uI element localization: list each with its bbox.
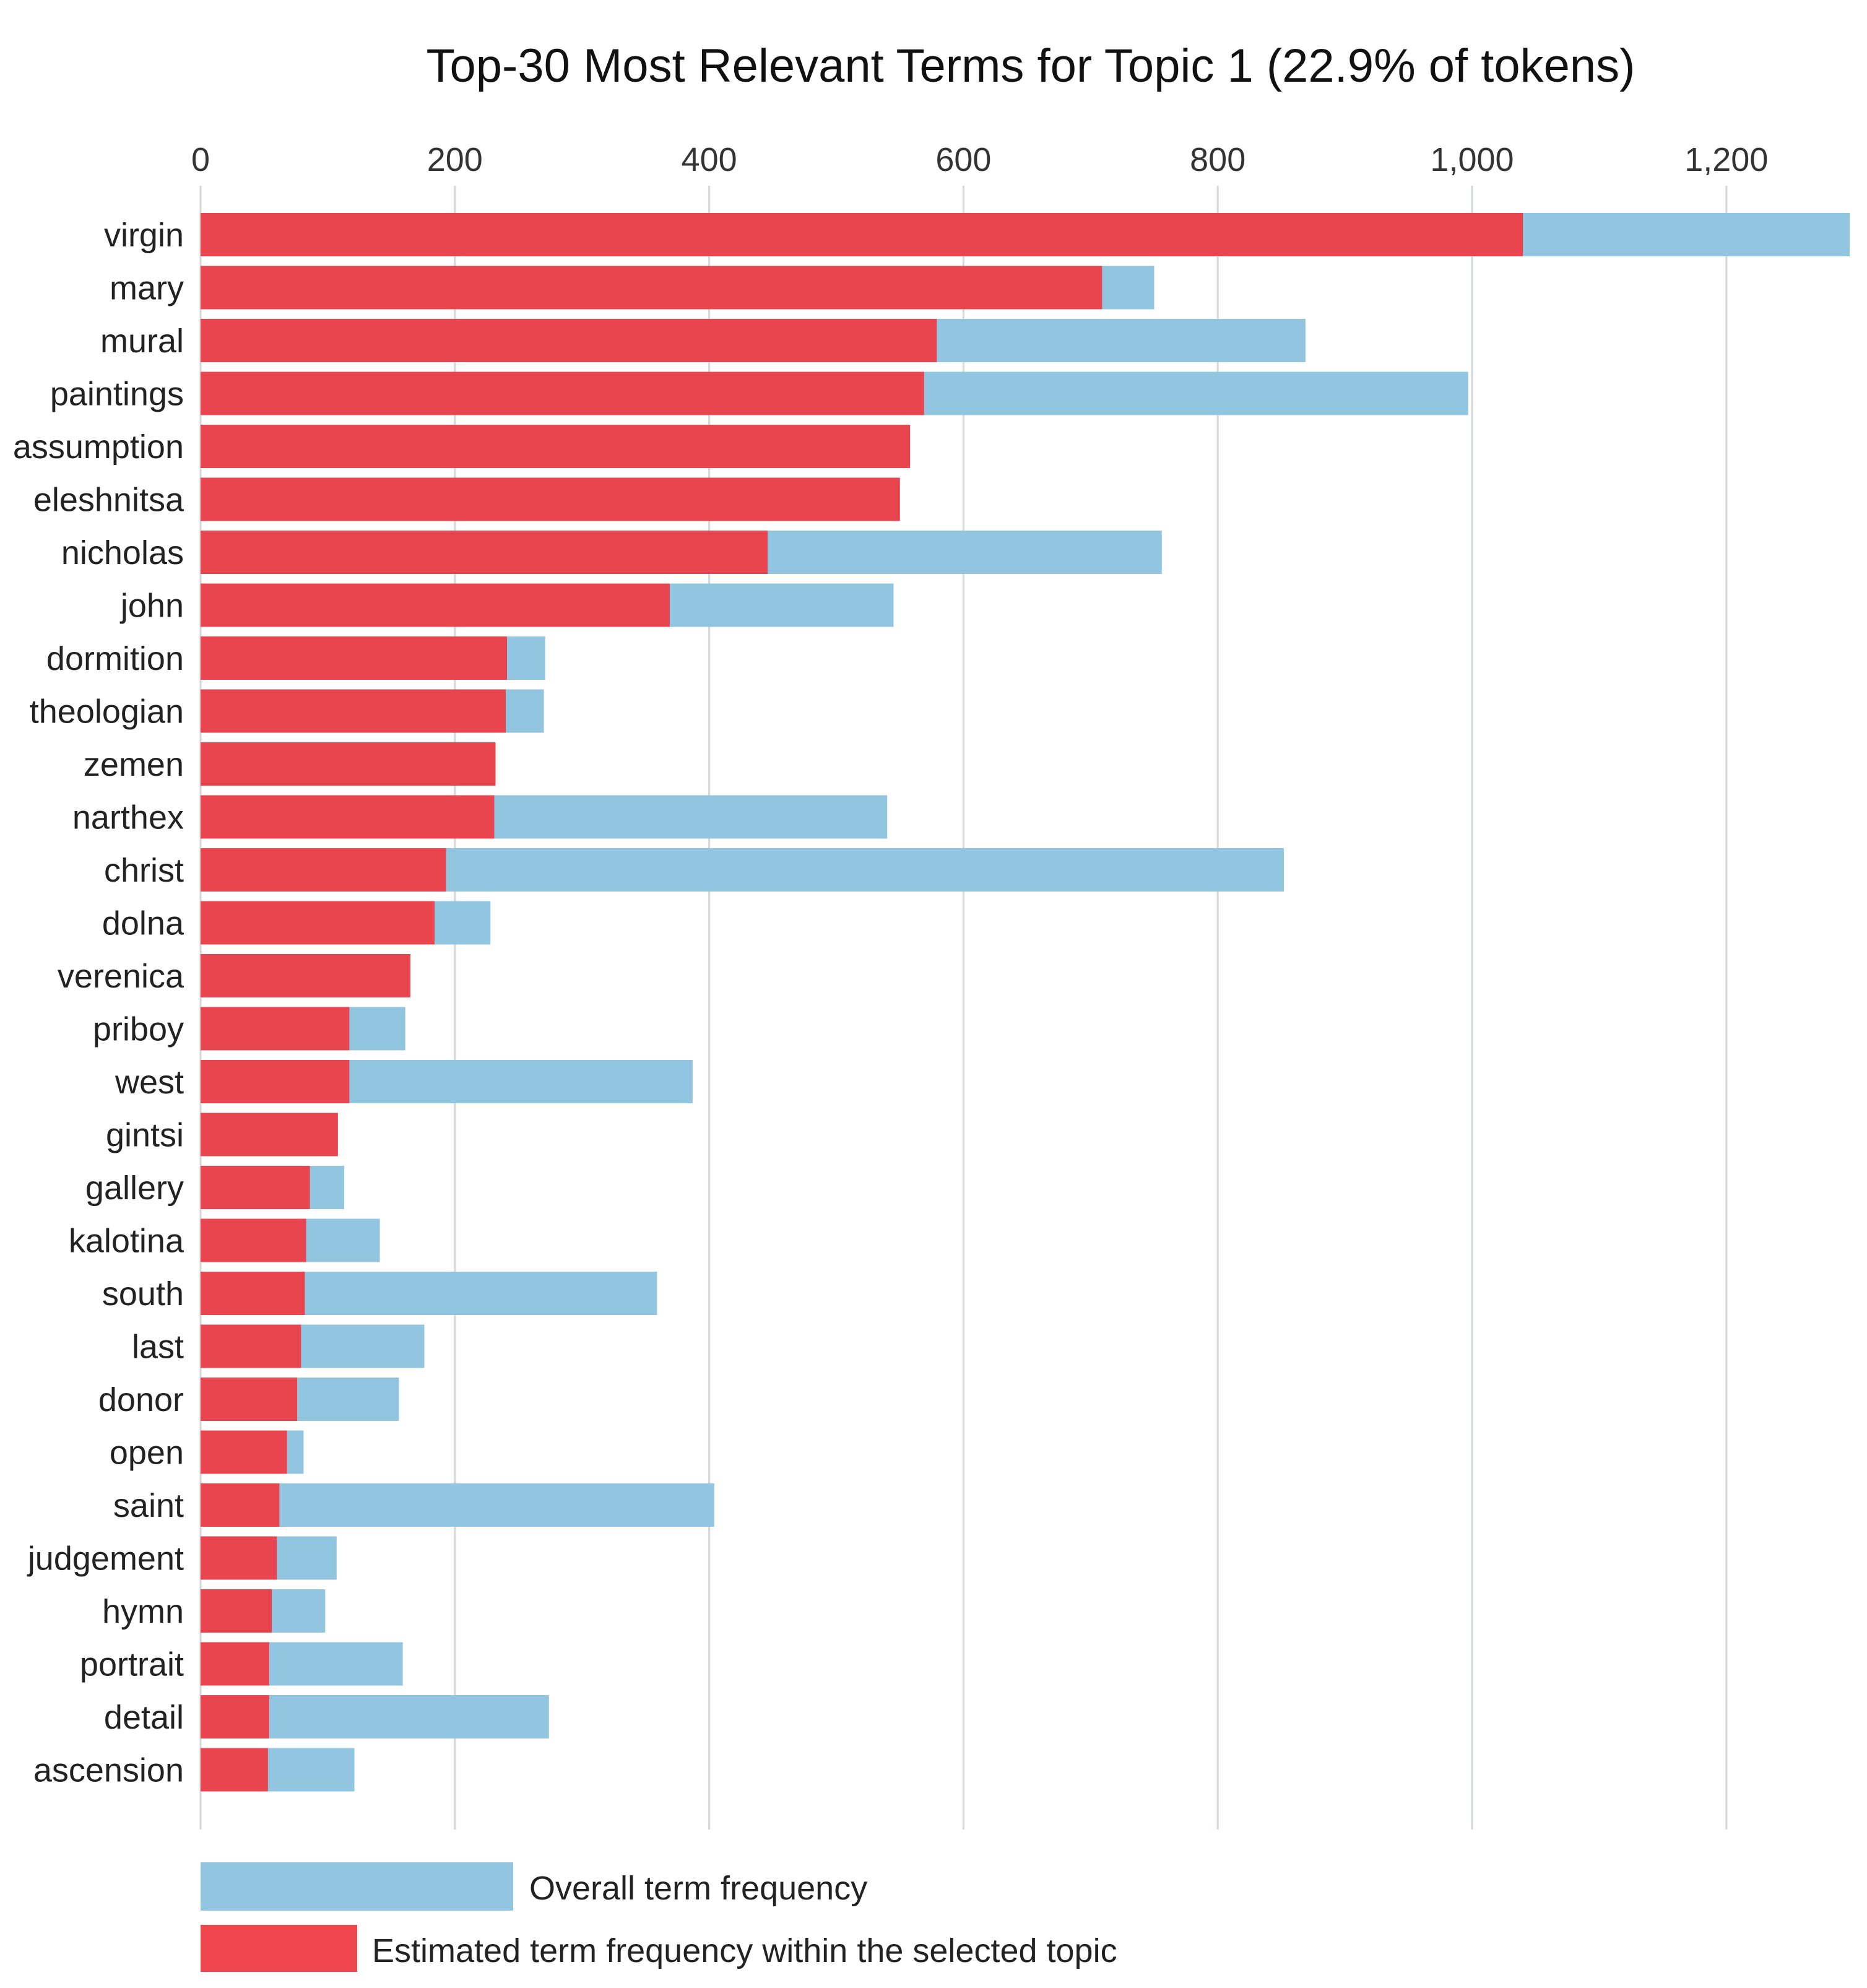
category-label-saint: saint: [113, 1487, 184, 1524]
x-axis: 0 200 400 600 800 1,000 1,200: [191, 141, 1768, 178]
x-tick-label: 1,000: [1430, 141, 1514, 178]
legend-swatch-overall: [201, 1862, 513, 1911]
category-label-kalotina: kalotina: [69, 1223, 184, 1260]
bar-topic-dolna: [201, 901, 435, 945]
bar-topic-christ: [201, 848, 446, 892]
bar-topic-gintsi: [201, 1113, 338, 1157]
category-label-judgement: judgement: [27, 1540, 184, 1578]
bar-topic-verenica: [201, 954, 410, 997]
bar-topic-west: [201, 1060, 350, 1103]
category-label-south: south: [102, 1275, 184, 1313]
bar-topic-hymn: [201, 1589, 272, 1633]
category-label-detail: detail: [104, 1699, 184, 1736]
bar-topic-zemen: [201, 742, 496, 786]
category-label-portrait: portrait: [80, 1646, 184, 1683]
bar-topic-donor: [201, 1378, 298, 1421]
category-label-west: west: [115, 1064, 184, 1101]
bar-topic-kalotina: [201, 1218, 306, 1262]
bar-topic-assumption: [201, 425, 911, 468]
bar-topic-last: [201, 1324, 301, 1368]
category-label-mural: mural: [100, 323, 184, 360]
category-label-hymn: hymn: [102, 1593, 184, 1630]
bar-topic-virgin: [201, 213, 1523, 256]
x-tick-label: 200: [427, 141, 483, 178]
category-label-theologian: theologian: [30, 693, 184, 731]
bar-topic-eleshnitsa: [201, 477, 900, 521]
category-label-last: last: [132, 1329, 184, 1366]
x-tick-label: 0: [191, 141, 210, 178]
bar-topic-portrait: [201, 1642, 269, 1686]
bar-topic-dormition: [201, 636, 508, 680]
bar-topic-theologian: [201, 689, 506, 733]
x-tick-label: 400: [682, 141, 737, 178]
bar-topic-judgement: [201, 1536, 277, 1580]
category-label-priboy: priboy: [93, 1011, 184, 1048]
category-label-open: open: [110, 1435, 184, 1472]
category-label-dormition: dormition: [46, 640, 184, 677]
category-label-gallery: gallery: [85, 1170, 184, 1207]
bar-topic-south: [201, 1272, 305, 1315]
bars: [201, 213, 1850, 1792]
bar-topic-nicholas: [201, 531, 768, 574]
bar-topic-gallery: [201, 1166, 310, 1209]
bar-topic-mary: [201, 266, 1102, 310]
bar-topic-detail: [201, 1695, 269, 1738]
category-label-narthex: narthex: [72, 799, 184, 836]
bar-overall-saint: [201, 1483, 714, 1527]
bar-topic-ascension: [201, 1748, 268, 1792]
category-label-assumption: assumption: [13, 428, 184, 466]
category-label-ascension: ascension: [33, 1752, 184, 1789]
category-label-donor: donor: [98, 1381, 184, 1418]
legend-label-topic: Estimated term frequency within the sele…: [372, 1932, 1117, 1969]
category-label-christ: christ: [104, 852, 184, 889]
category-label-zemen: zemen: [84, 746, 184, 783]
x-tick-label: 600: [935, 141, 991, 178]
bar-topic-mural: [201, 319, 937, 362]
category-label-eleshnitsa: eleshnitsa: [33, 482, 184, 519]
bar-topic-saint: [201, 1483, 280, 1527]
category-label-nicholas: nicholas: [61, 534, 184, 571]
y-axis: virgin mary mural paintings assumption eleshn…: [13, 217, 184, 1789]
category-label-paintings: paintings: [50, 376, 184, 413]
x-tick-label: 1,200: [1684, 141, 1768, 178]
bar-topic-john: [201, 583, 670, 627]
chart-title: Top-30 Most Relevant Terms for Topic 1 (…: [427, 40, 1635, 92]
category-label-virgin: virgin: [104, 217, 184, 254]
category-label-dolna: dolna: [102, 905, 184, 942]
legend-swatch-topic: [201, 1925, 357, 1972]
category-label-gintsi: gintsi: [106, 1117, 184, 1154]
bar-topic-open: [201, 1430, 287, 1474]
legend: Overall term frequency Estimated term fre…: [201, 1862, 1117, 1972]
bar-topic-paintings: [201, 371, 924, 415]
legend-label-overall: Overall term frequency: [529, 1870, 867, 1907]
x-tick-label: 800: [1190, 141, 1245, 178]
category-label-mary: mary: [110, 270, 184, 307]
bar-topic-narthex: [201, 795, 495, 839]
category-label-john: john: [119, 588, 184, 625]
category-label-verenica: verenica: [58, 958, 184, 995]
bar-topic-priboy: [201, 1007, 350, 1051]
